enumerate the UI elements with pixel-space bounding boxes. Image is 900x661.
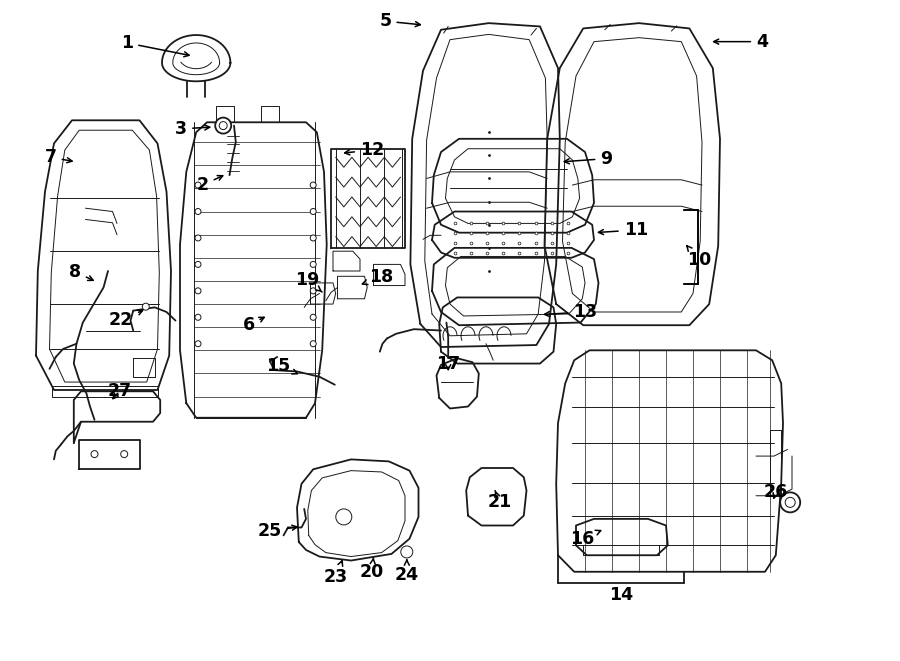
Text: 19: 19: [295, 271, 322, 292]
Text: 26: 26: [764, 483, 788, 502]
Circle shape: [310, 208, 316, 215]
Text: 22: 22: [109, 310, 142, 329]
Circle shape: [195, 314, 201, 321]
Circle shape: [400, 546, 413, 558]
Circle shape: [215, 118, 231, 134]
Circle shape: [195, 340, 201, 347]
Circle shape: [121, 451, 128, 457]
Text: 20: 20: [360, 558, 383, 582]
Text: 5: 5: [380, 12, 420, 30]
Text: 25: 25: [257, 522, 297, 541]
Text: 27: 27: [108, 382, 131, 401]
Circle shape: [195, 261, 201, 268]
Circle shape: [310, 340, 316, 347]
Text: 11: 11: [598, 221, 648, 239]
Circle shape: [220, 122, 227, 130]
Circle shape: [195, 182, 201, 188]
Text: 7: 7: [45, 148, 72, 167]
Text: 17: 17: [436, 355, 460, 373]
Text: 16: 16: [570, 529, 600, 548]
Text: 24: 24: [395, 560, 419, 584]
Circle shape: [310, 235, 316, 241]
Circle shape: [195, 235, 201, 241]
Circle shape: [142, 303, 149, 310]
Circle shape: [336, 509, 352, 525]
Circle shape: [310, 288, 316, 294]
Text: 23: 23: [324, 561, 347, 586]
Text: 2: 2: [197, 176, 222, 194]
Text: 12: 12: [345, 141, 384, 159]
Circle shape: [310, 182, 316, 188]
Circle shape: [310, 261, 316, 268]
Text: 9: 9: [564, 149, 612, 168]
Text: 15: 15: [266, 356, 297, 375]
Text: 14: 14: [609, 586, 633, 604]
Text: 13: 13: [544, 303, 598, 321]
Circle shape: [780, 492, 800, 512]
Text: 6: 6: [243, 316, 265, 334]
Text: 10: 10: [687, 245, 711, 269]
Text: 4: 4: [714, 32, 768, 51]
Circle shape: [91, 451, 98, 457]
Circle shape: [310, 314, 316, 321]
Text: 1: 1: [122, 34, 189, 57]
Circle shape: [195, 208, 201, 215]
Text: 21: 21: [488, 490, 511, 512]
Circle shape: [785, 497, 796, 508]
Text: 18: 18: [363, 268, 393, 286]
Text: 8: 8: [69, 262, 93, 281]
Text: 3: 3: [176, 120, 210, 138]
Circle shape: [195, 288, 201, 294]
